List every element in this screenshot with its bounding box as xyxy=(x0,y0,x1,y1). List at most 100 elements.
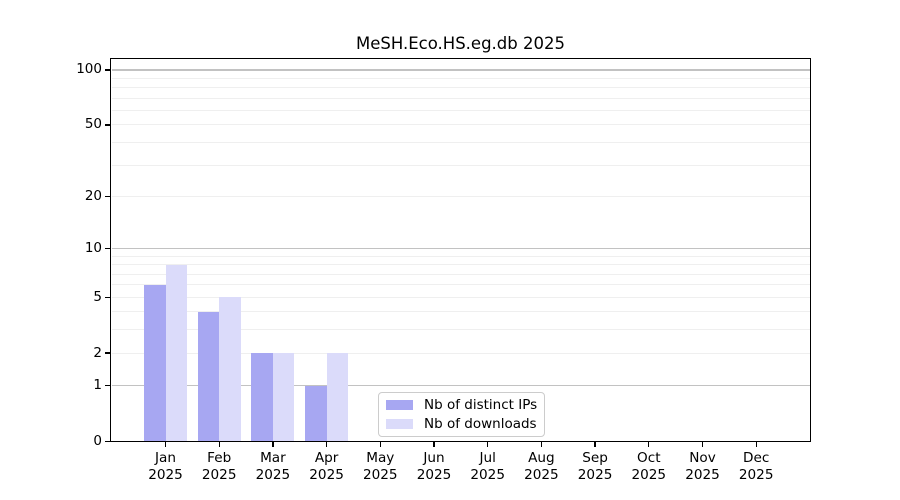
x-tick-mark xyxy=(755,442,757,447)
gridline-minor xyxy=(111,97,810,99)
x-tick-month: Feb xyxy=(207,450,232,466)
x-tick-year: 2025 xyxy=(470,466,505,483)
x-tick-month: Sep xyxy=(582,450,608,466)
gridline-minor xyxy=(111,284,810,286)
legend-item-downloads: Nb of downloads xyxy=(386,415,544,432)
gridline-minor xyxy=(111,109,810,111)
gridline-minor xyxy=(111,311,810,313)
x-tick-month: Aug xyxy=(528,450,555,466)
bar-distinct-ips-feb xyxy=(197,311,220,441)
y-tick-mark xyxy=(104,352,110,354)
x-tick-month: May xyxy=(366,450,395,466)
bar-distinct-ips-jan xyxy=(144,284,166,441)
x-tick-month: Jun xyxy=(423,450,445,466)
legend-item-distinct-ips: Nb of distinct IPs xyxy=(386,396,544,413)
y-tick-label: 2 xyxy=(93,344,102,361)
y-tick-mark xyxy=(104,124,110,126)
legend-swatch-distinct-ips xyxy=(386,400,413,410)
y-tick-mark xyxy=(104,385,110,387)
x-tick-mark xyxy=(648,442,650,447)
gridline-major xyxy=(111,385,810,387)
y-tick-label: 10 xyxy=(84,239,102,256)
x-tick-month: Jul xyxy=(479,450,496,466)
y-tick-label: 1 xyxy=(93,377,102,394)
gridline-major xyxy=(111,69,810,71)
y-tick-label: 100 xyxy=(76,61,102,78)
legend-swatch-downloads xyxy=(386,419,413,429)
bar-downloads-mar xyxy=(272,353,295,441)
legend-label-distinct-ips: Nb of distinct IPs xyxy=(424,396,538,413)
x-tick-year: 2025 xyxy=(148,466,183,483)
gridline-minor xyxy=(111,352,810,354)
y-tick-label: 20 xyxy=(84,187,102,204)
gridline-minor xyxy=(111,87,810,89)
y-tick-mark xyxy=(104,195,110,197)
x-tick-mark xyxy=(701,442,704,447)
legend-label-downloads: Nb of downloads xyxy=(424,415,537,432)
x-tick-month: Nov xyxy=(689,450,716,466)
x-tick-year: 2025 xyxy=(685,466,720,483)
x-tick-mark xyxy=(218,442,220,447)
x-tick-year: 2025 xyxy=(524,466,559,483)
chart-title: MeSH.Eco.HS.eg.db 2025 xyxy=(356,34,565,53)
gridline-minor xyxy=(111,164,810,166)
x-tick-year: 2025 xyxy=(309,466,344,483)
x-tick-mark xyxy=(379,442,381,447)
gridline-minor xyxy=(111,273,810,275)
x-tick-label: Aug 2025 xyxy=(511,450,571,483)
x-tick-year: 2025 xyxy=(255,466,291,483)
x-tick-label: May 2025 xyxy=(350,450,410,483)
bar-distinct-ips-mar xyxy=(251,353,273,441)
x-tick-year: 2025 xyxy=(577,466,613,483)
gridline-minor xyxy=(111,124,810,126)
x-tick-mark xyxy=(433,442,435,447)
bar-downloads-jan xyxy=(165,264,187,441)
x-tick-label: Sep 2025 xyxy=(565,450,625,483)
x-tick-year: 2025 xyxy=(201,466,237,483)
x-tick-mark xyxy=(325,442,328,447)
x-tick-month: Dec xyxy=(743,450,770,466)
gridline-major xyxy=(111,247,810,250)
x-tick-label: Jun 2025 xyxy=(404,450,464,483)
x-tick-label: Apr 2025 xyxy=(297,450,357,483)
x-tick-year: 2025 xyxy=(738,466,774,483)
y-tick-label: 0 xyxy=(93,433,102,449)
x-tick-label: Nov 2025 xyxy=(673,450,733,483)
gridline-minor xyxy=(111,329,810,331)
bar-downloads-apr xyxy=(326,353,349,441)
x-tick-mark xyxy=(487,442,489,447)
x-tick-year: 2025 xyxy=(631,466,667,483)
gridline-minor xyxy=(111,77,810,79)
x-tick-label: Dec 2025 xyxy=(726,450,786,483)
y-tick-mark xyxy=(104,440,110,443)
x-tick-label: Jul 2025 xyxy=(458,450,518,483)
x-tick-mark xyxy=(594,442,596,447)
x-tick-mark xyxy=(272,442,274,447)
x-tick-mark xyxy=(164,442,167,447)
bar-downloads-feb xyxy=(219,297,241,441)
x-tick-label: Mar 2025 xyxy=(243,450,303,483)
x-tick-label: Feb 2025 xyxy=(189,450,249,483)
legend: Nb of distinct IPs Nb of downloads xyxy=(378,392,545,437)
x-tick-label: Jan 2025 xyxy=(136,450,196,483)
x-tick-month: Apr xyxy=(314,450,339,466)
x-tick-mark xyxy=(540,442,543,447)
gridline-minor xyxy=(111,296,810,298)
gridline-minor xyxy=(111,264,810,266)
y-tick-mark xyxy=(104,69,110,71)
x-tick-month: Mar xyxy=(260,450,286,466)
x-tick-year: 2025 xyxy=(416,466,452,483)
x-tick-month: Jan xyxy=(155,450,176,466)
x-tick-label: Oct 2025 xyxy=(619,450,679,483)
gridline-minor xyxy=(111,255,810,257)
y-tick-label: 5 xyxy=(93,288,102,305)
x-tick-year: 2025 xyxy=(362,466,398,483)
bar-distinct-ips-apr xyxy=(305,385,327,441)
gridline-minor xyxy=(111,141,810,143)
y-tick-label: 50 xyxy=(84,116,102,133)
x-tick-month: Oct xyxy=(637,450,661,466)
y-tick-mark xyxy=(104,296,110,298)
gridline-minor xyxy=(111,195,810,197)
